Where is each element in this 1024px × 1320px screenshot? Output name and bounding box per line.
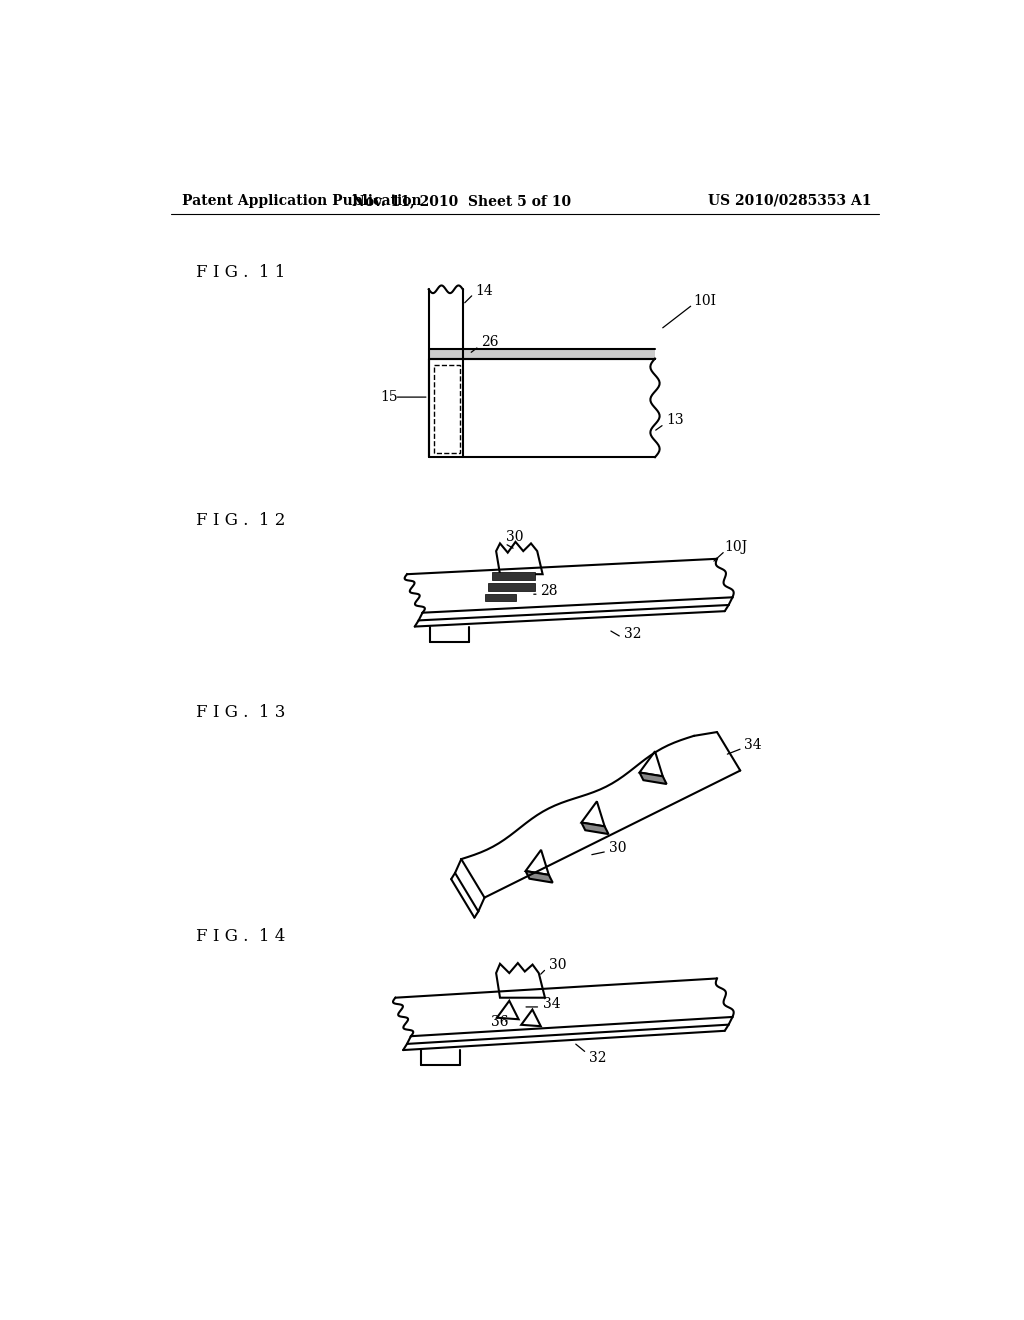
- Polygon shape: [496, 964, 545, 998]
- Text: 13: 13: [667, 413, 684, 428]
- Bar: [488, 583, 535, 591]
- Text: 28: 28: [541, 585, 558, 598]
- Text: F I G .  1 4: F I G . 1 4: [197, 928, 286, 945]
- Polygon shape: [496, 543, 543, 574]
- Bar: [429, 350, 655, 359]
- Polygon shape: [582, 822, 608, 834]
- Text: 34: 34: [543, 997, 560, 1011]
- Polygon shape: [461, 733, 740, 898]
- Bar: [484, 594, 515, 601]
- Text: 32: 32: [589, 1051, 606, 1065]
- Text: F I G .  1 3: F I G . 1 3: [197, 705, 286, 721]
- Polygon shape: [407, 558, 732, 612]
- Text: Nov. 11, 2010  Sheet 5 of 10: Nov. 11, 2010 Sheet 5 of 10: [351, 194, 570, 207]
- Polygon shape: [497, 1001, 518, 1019]
- Text: 14: 14: [475, 284, 493, 298]
- Text: F I G .  1 2: F I G . 1 2: [197, 512, 286, 529]
- Polygon shape: [582, 801, 604, 826]
- Text: 15: 15: [380, 391, 397, 404]
- Text: 26: 26: [480, 335, 498, 348]
- Text: 30: 30: [506, 531, 523, 544]
- Polygon shape: [521, 1010, 541, 1026]
- Text: 32: 32: [624, 627, 641, 642]
- Bar: [434, 364, 460, 453]
- Text: 30: 30: [549, 958, 566, 973]
- Text: 10I: 10I: [693, 294, 717, 308]
- Polygon shape: [395, 978, 732, 1036]
- Polygon shape: [640, 772, 667, 784]
- Text: Patent Application Publication: Patent Application Publication: [182, 194, 422, 207]
- Bar: [493, 572, 535, 579]
- Text: 34: 34: [744, 738, 762, 752]
- Polygon shape: [640, 751, 663, 776]
- Text: F I G .  1 1: F I G . 1 1: [197, 264, 286, 281]
- Text: 30: 30: [608, 841, 626, 854]
- Text: 10J: 10J: [725, 540, 748, 554]
- Polygon shape: [525, 871, 553, 883]
- Text: 36: 36: [490, 1015, 508, 1030]
- Polygon shape: [525, 850, 549, 875]
- Text: US 2010/0285353 A1: US 2010/0285353 A1: [709, 194, 872, 207]
